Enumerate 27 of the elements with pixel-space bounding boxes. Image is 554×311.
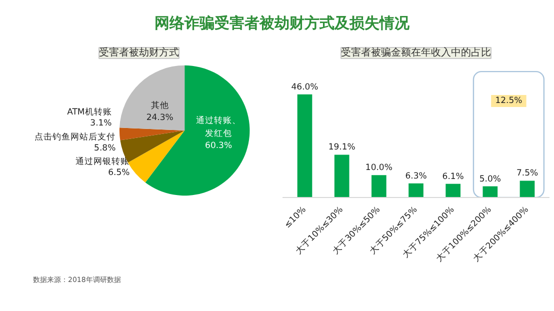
chart-subtitle: 受害者被劫财方式	[99, 46, 179, 58]
data-label: 6.1%	[442, 172, 464, 182]
data-label: 6.3%	[405, 171, 427, 182]
slice-label: 通过转账、发红包	[196, 115, 242, 140]
bar	[446, 184, 460, 198]
slice-label: ATM机转账	[67, 106, 112, 118]
band-label: 12.5%	[495, 96, 522, 106]
data-label: 3.1%	[90, 118, 112, 128]
data-label: 24.3%	[146, 112, 174, 123]
data-label: 46.0%	[291, 82, 318, 92]
chart-title: 受害者被骗金额在年收入中的占比	[341, 46, 491, 58]
data-label: 5.8%	[94, 143, 116, 154]
data-label: 7.5%	[516, 168, 538, 179]
bar	[482, 186, 498, 198]
bar	[334, 154, 350, 198]
data-label: 10.0%	[365, 163, 392, 174]
slice-label: 点击钓鱼网站后支付	[34, 131, 116, 142]
slice-label: 其他	[150, 100, 169, 111]
text: 网络诈骗受害者被劫财方式及损失情况	[154, 13, 410, 34]
bar	[297, 94, 312, 198]
bar	[372, 175, 386, 198]
data-label: 5.0%	[479, 174, 501, 184]
bar	[408, 183, 424, 198]
data-label: 60.3%	[205, 141, 232, 152]
data-label: 19.1%	[328, 142, 356, 153]
data-label: 6.5%	[108, 168, 130, 178]
bar	[520, 180, 535, 198]
